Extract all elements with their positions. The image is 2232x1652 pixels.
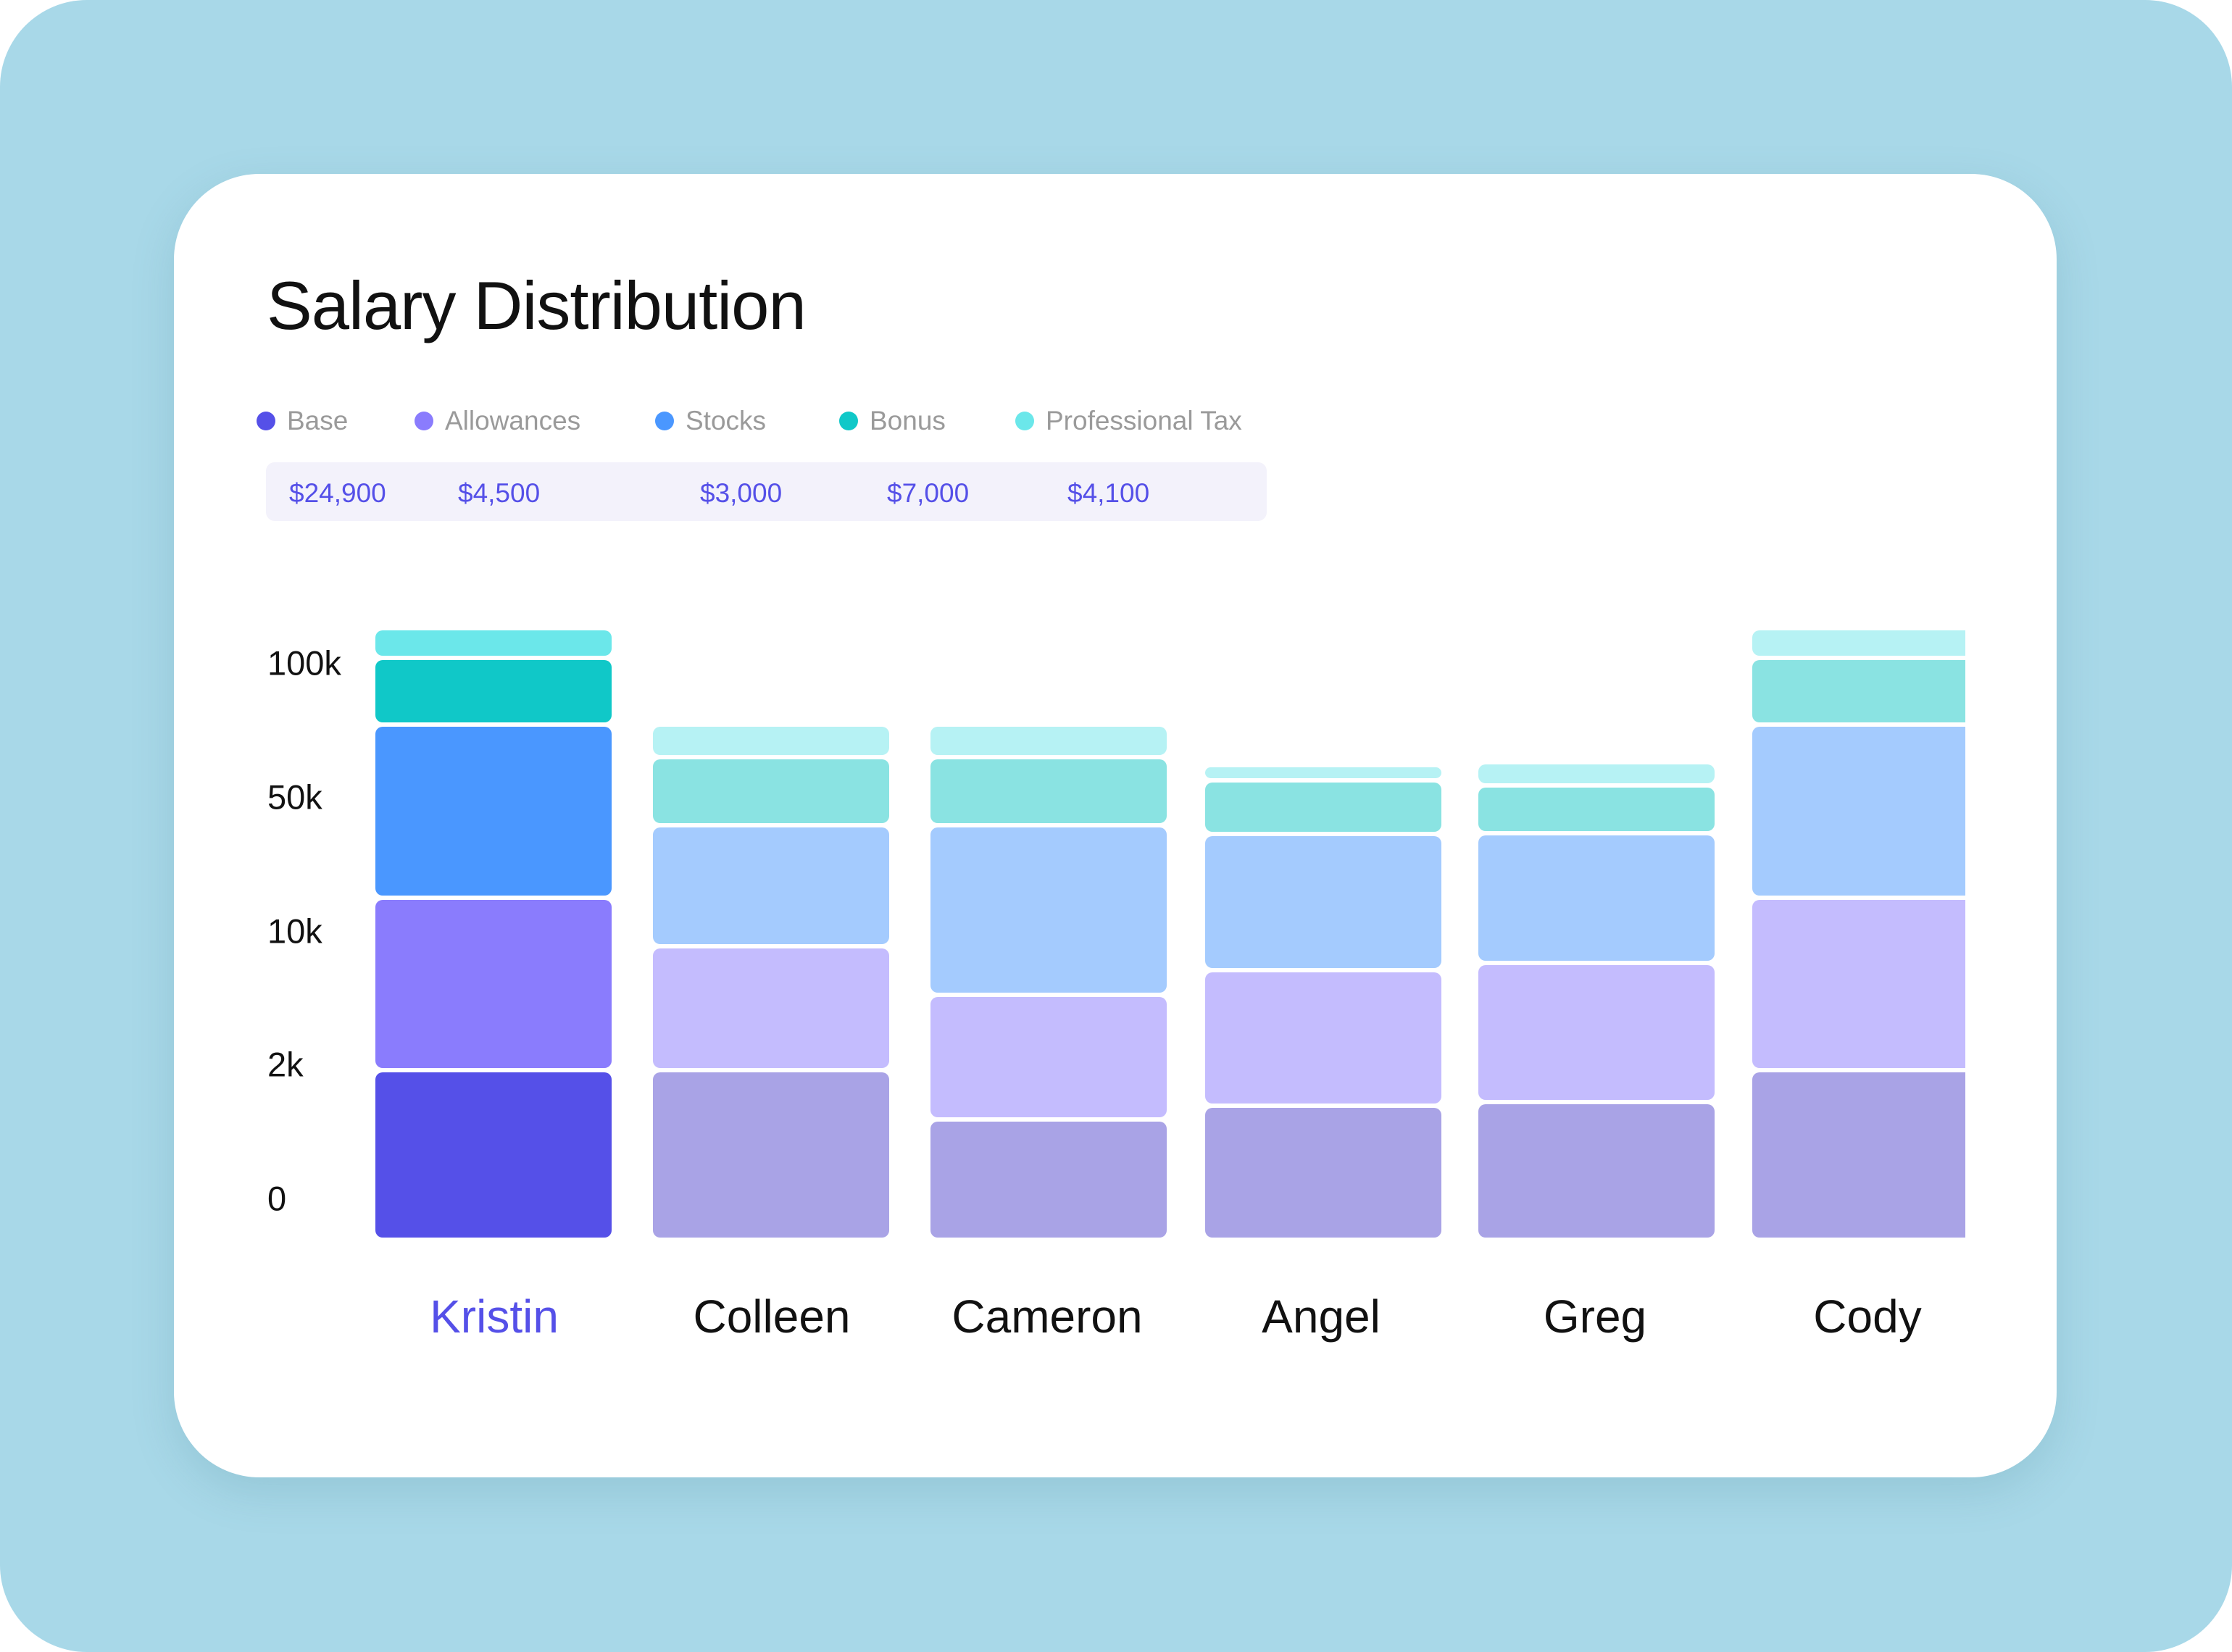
bar-segment-colleen-base[interactable] xyxy=(653,1072,889,1238)
x-label-colleen[interactable]: Colleen xyxy=(693,1290,851,1343)
x-label-cody[interactable]: Cody xyxy=(1813,1290,1922,1343)
bar-segment-angel-bonus[interactable] xyxy=(1205,782,1441,832)
bar-segment-colleen-stocks[interactable] xyxy=(653,827,889,944)
value-bonus: $7,000 xyxy=(887,478,970,508)
bar-segment-kristin-stocks[interactable] xyxy=(375,727,612,896)
legend-label: Professional Tax xyxy=(1046,406,1242,435)
bar-segment-cameron-allowances[interactable] xyxy=(930,997,1167,1117)
bar-segment-cody-stocks[interactable] xyxy=(1752,727,1965,896)
bar-segment-angel-stocks[interactable] xyxy=(1205,835,1441,969)
legend-label: Base xyxy=(287,406,349,435)
bar-segment-greg-allowances[interactable] xyxy=(1478,965,1715,1101)
value-allowances: $4,500 xyxy=(458,478,541,508)
legend-base[interactable]: Base xyxy=(257,406,348,436)
bar-segment-cody-bonus[interactable] xyxy=(1752,659,1965,723)
bar-segment-angel-allowances[interactable] xyxy=(1205,972,1441,1104)
x-label-cameron[interactable]: Cameron xyxy=(951,1290,1143,1343)
bar-segment-kristin-professional-tax[interactable] xyxy=(375,630,612,656)
x-label-angel[interactable]: Angel xyxy=(1262,1290,1381,1343)
bar-segment-greg-stocks[interactable] xyxy=(1478,835,1715,961)
legend-label: Stocks xyxy=(686,406,767,435)
legend-allowances[interactable]: Allowances xyxy=(415,406,580,436)
y-tick-label: 100k xyxy=(267,643,341,683)
x-label-greg[interactable]: Greg xyxy=(1543,1290,1647,1343)
bar-segment-cameron-professional-tax[interactable] xyxy=(930,727,1167,755)
y-tick-label: 10k xyxy=(267,911,322,951)
legend-bonus[interactable]: Bonus xyxy=(839,406,946,436)
bar-segment-cody-professional-tax[interactable] xyxy=(1752,630,1965,656)
bar-segment-greg-base[interactable] xyxy=(1478,1104,1715,1238)
selected-values-panel xyxy=(266,462,1267,521)
bar-segment-colleen-bonus[interactable] xyxy=(653,759,889,823)
legend-professional-tax[interactable]: Professional Tax xyxy=(1015,406,1242,436)
chart-card: Salary Distribution Base Allowances Stoc… xyxy=(174,174,2057,1477)
bar-segment-angel-base[interactable] xyxy=(1205,1108,1441,1238)
legend-dot-icon xyxy=(415,412,433,430)
bar-segment-angel-professional-tax[interactable] xyxy=(1205,767,1441,778)
bar-segment-cameron-stocks[interactable] xyxy=(930,827,1167,993)
bar-segment-kristin-base[interactable] xyxy=(375,1072,612,1238)
legend-dot-icon xyxy=(839,412,858,430)
legend-label: Bonus xyxy=(870,406,946,435)
legend-dot-icon xyxy=(257,412,275,430)
legend-dot-icon xyxy=(655,412,674,430)
value-stocks: $3,000 xyxy=(700,478,783,508)
bar-segment-colleen-allowances[interactable] xyxy=(653,948,889,1069)
bar-segment-kristin-bonus[interactable] xyxy=(375,659,612,723)
bar-segment-greg-professional-tax[interactable] xyxy=(1478,764,1715,783)
bar-segment-cody-base[interactable] xyxy=(1752,1072,1965,1238)
bar-segment-greg-bonus[interactable] xyxy=(1478,787,1715,832)
y-tick-label: 2k xyxy=(267,1045,304,1084)
y-tick-label: 0 xyxy=(267,1179,287,1218)
value-base: $24,900 xyxy=(289,478,386,508)
bar-segment-kristin-allowances[interactable] xyxy=(375,899,612,1069)
bar-segment-colleen-professional-tax[interactable] xyxy=(653,727,889,755)
value-professional-tax: $4,100 xyxy=(1067,478,1150,508)
x-label-kristin[interactable]: Kristin xyxy=(430,1290,559,1343)
y-tick-label: 50k xyxy=(267,777,322,817)
chart-title: Salary Distribution xyxy=(267,267,807,343)
bar-segment-cameron-base[interactable] xyxy=(930,1121,1167,1238)
bar-segment-cameron-bonus[interactable] xyxy=(930,759,1167,823)
legend-label: Allowances xyxy=(445,406,581,435)
plot-area xyxy=(174,174,1965,1477)
bar-segment-cody-allowances[interactable] xyxy=(1752,899,1965,1069)
legend-dot-icon xyxy=(1015,412,1034,430)
legend-stocks[interactable]: Stocks xyxy=(655,406,766,436)
